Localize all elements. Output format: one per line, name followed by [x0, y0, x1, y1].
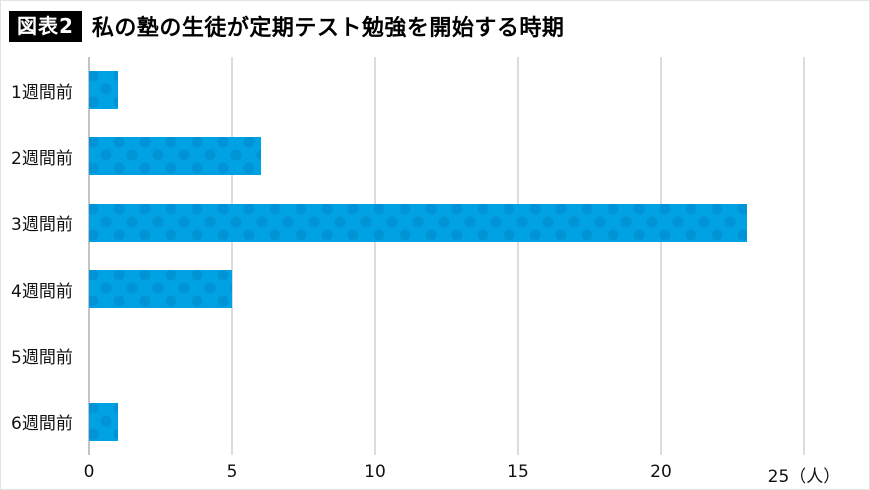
- bar-track: [89, 402, 804, 441]
- x-tick-label-20: 20: [650, 462, 672, 482]
- figure-number-badge: 図表2: [9, 10, 82, 42]
- category-label: 4週間前: [11, 281, 73, 302]
- gridline-x-5: [231, 57, 233, 455]
- gridline-x-15: [517, 57, 519, 455]
- gridline-x-20: [660, 57, 662, 455]
- bar: [89, 71, 118, 110]
- bar-track: [89, 203, 804, 242]
- bar-row: 1週間前: [1, 57, 869, 123]
- x-tick-label-15: 15: [507, 462, 529, 482]
- bar: [89, 203, 747, 242]
- bar: [89, 270, 232, 309]
- x-tick-label-10: 10: [364, 462, 386, 482]
- plot-area: 1週間前 2週間前 3週間前 4週間前 5週間前 6週間前: [1, 57, 869, 455]
- bar-row: 3週間前: [1, 190, 869, 256]
- bar: [89, 137, 261, 176]
- category-label: 3週間前: [11, 215, 73, 236]
- bar: [89, 402, 118, 441]
- bar-row: 4週間前: [1, 256, 869, 322]
- category-label: 1週間前: [11, 82, 73, 103]
- bar-row: 6週間前: [1, 389, 869, 455]
- x-tick-label-25: 25（人）: [767, 467, 841, 487]
- gridlines-layer: [88, 57, 805, 455]
- category-label: 6週間前: [11, 414, 73, 435]
- gridline-x-0: [88, 57, 90, 455]
- page-title: 私の塾の生徒が定期テスト勉強を開始する時期: [91, 16, 565, 41]
- bar-track: [89, 270, 804, 309]
- bar-row: 5週間前: [1, 322, 869, 388]
- gridline-x-10: [374, 57, 376, 455]
- category-label: 2週間前: [11, 148, 73, 169]
- x-axis: 0 5 10 15 20 25（人）: [84, 455, 841, 487]
- category-label: 5週間前: [11, 347, 73, 368]
- chart-header: 図表2 私の塾の生徒が定期テスト勉強を開始する時期: [9, 10, 564, 42]
- x-tick-label-5: 5: [226, 462, 238, 482]
- gridline-x-25: [803, 57, 805, 455]
- bar-rows: 1週間前 2週間前 3週間前 4週間前 5週間前 6週間前: [1, 57, 869, 455]
- bar-track: [89, 137, 804, 176]
- bar-track: [89, 336, 804, 374]
- bar-track: [89, 71, 804, 110]
- x-tick-label-0: 0: [83, 462, 95, 482]
- bar-row: 2週間前: [1, 123, 869, 189]
- horizontal-bar-chart: 1週間前 2週間前 3週間前 4週間前 5週間前 6週間前 0 5 10 15 20 25（人）: [1, 57, 869, 489]
